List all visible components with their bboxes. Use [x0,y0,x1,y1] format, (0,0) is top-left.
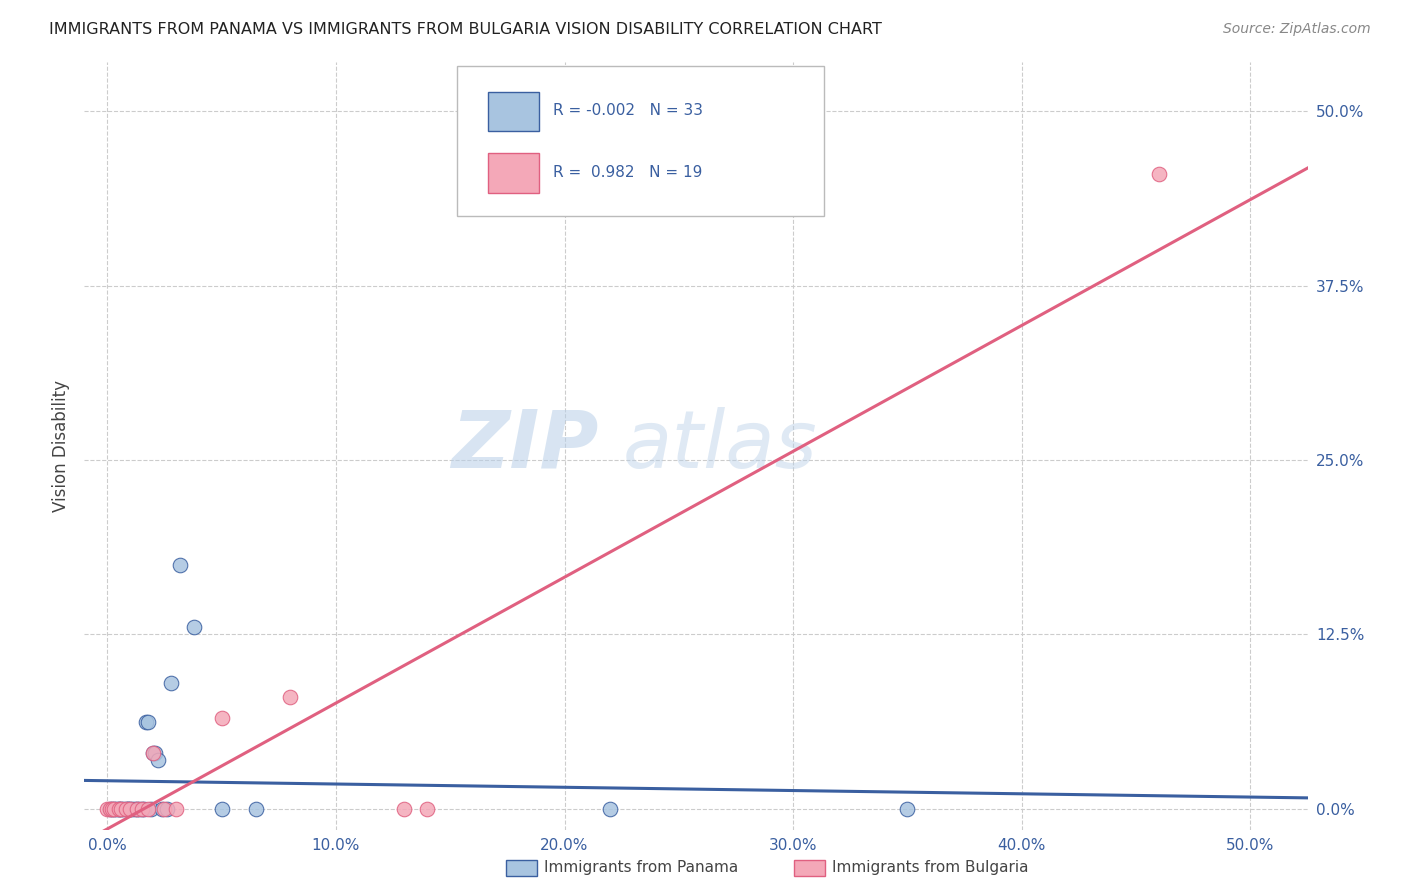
Point [112,802,135,816]
Point [211,802,233,816]
Point [110,802,132,816]
Point [98,802,121,816]
Text: atlas: atlas [623,407,817,485]
Point [131,802,153,816]
Y-axis label: Vision Disability: Vision Disability [52,380,70,512]
Point [125,802,148,816]
Point [139,802,162,816]
FancyBboxPatch shape [457,66,824,216]
Point [896,802,918,816]
Point [142,746,165,760]
Point [124,802,146,816]
FancyBboxPatch shape [488,92,540,131]
Point [125,802,148,816]
Point [416,802,439,816]
Text: R =  0.982   N = 19: R = 0.982 N = 19 [553,165,702,179]
Point [120,802,142,816]
Point [101,802,124,816]
Point [103,802,125,816]
Point [143,746,166,760]
Point [107,802,129,816]
Point [107,802,129,816]
Point [128,802,150,816]
Text: IMMIGRANTS FROM PANAMA VS IMMIGRANTS FROM BULGARIA VISION DISABILITY CORRELATION: IMMIGRANTS FROM PANAMA VS IMMIGRANTS FRO… [49,22,882,37]
Point [131,802,153,816]
Point [103,802,125,816]
Point [107,802,129,816]
Point [183,620,205,634]
Point [156,802,179,816]
FancyBboxPatch shape [488,153,540,193]
Point [135,715,157,730]
Point [110,802,132,816]
Point [114,802,136,816]
Point [101,802,124,816]
Point [394,802,416,816]
Point [278,690,301,704]
Point [1147,167,1170,181]
Point [117,802,139,816]
Point [138,715,160,730]
Point [153,802,176,816]
Point [96,802,118,816]
Point [114,802,136,816]
Point [211,711,233,725]
Point [120,802,142,816]
Point [105,802,128,816]
Point [98,802,121,816]
Point [117,802,139,816]
Point [142,746,165,760]
Text: Immigrants from Panama: Immigrants from Panama [544,861,738,875]
Point [160,676,183,690]
Point [146,753,169,767]
Point [150,802,173,816]
Point [169,558,191,572]
Text: ZIP: ZIP [451,407,598,485]
Point [132,802,155,816]
Point [245,802,267,816]
Point [165,802,187,816]
Point [138,802,160,816]
Text: Immigrants from Bulgaria: Immigrants from Bulgaria [832,861,1029,875]
Text: R = -0.002   N = 33: R = -0.002 N = 33 [553,103,703,119]
Point [121,802,143,816]
Point [599,802,621,816]
Text: Source: ZipAtlas.com: Source: ZipAtlas.com [1223,22,1371,37]
